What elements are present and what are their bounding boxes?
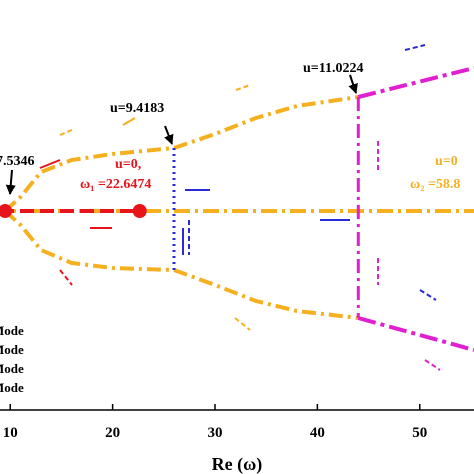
annotation: u=11.0224	[303, 61, 364, 76]
series-line	[357, 316, 474, 352]
arrow	[404, 44, 426, 51]
arrow	[419, 289, 437, 301]
arrow	[235, 84, 251, 91]
x-tick-label: 40	[310, 425, 325, 441]
x-tick-label: 10	[3, 425, 18, 441]
x-tick-label: 30	[207, 425, 222, 441]
annotation: 7.5346	[0, 154, 35, 169]
legend-label: Mode	[0, 342, 24, 357]
arrow	[39, 159, 61, 169]
series-line	[3, 209, 359, 320]
point	[132, 204, 147, 218]
x-tick-label: 20	[105, 425, 120, 441]
direction-arrows	[5, 44, 441, 371]
annotation: u=0,	[115, 157, 141, 172]
x-axis-label: Re (ω)	[212, 454, 263, 474]
x-tick-label: 50	[412, 425, 427, 441]
legend-label: Mode	[0, 361, 24, 376]
series-line	[3, 95, 359, 213]
annotation: ω₂ =58.8	[410, 177, 460, 192]
arrow	[424, 359, 441, 371]
pointer	[348, 74, 358, 94]
arrow	[122, 117, 136, 126]
point	[0, 204, 13, 218]
arrow	[234, 317, 251, 331]
pointer	[164, 125, 174, 145]
pointer	[5, 169, 16, 195]
arrow	[59, 129, 73, 136]
annotation: ω₁ =22.6474	[80, 177, 151, 192]
annotation: u=0	[435, 154, 458, 169]
arrow	[59, 269, 73, 286]
legend-label: Mode	[0, 380, 24, 395]
series-line	[357, 66, 474, 99]
annotation: u=9.4183	[110, 101, 164, 116]
legend-label: Mode	[0, 323, 24, 338]
